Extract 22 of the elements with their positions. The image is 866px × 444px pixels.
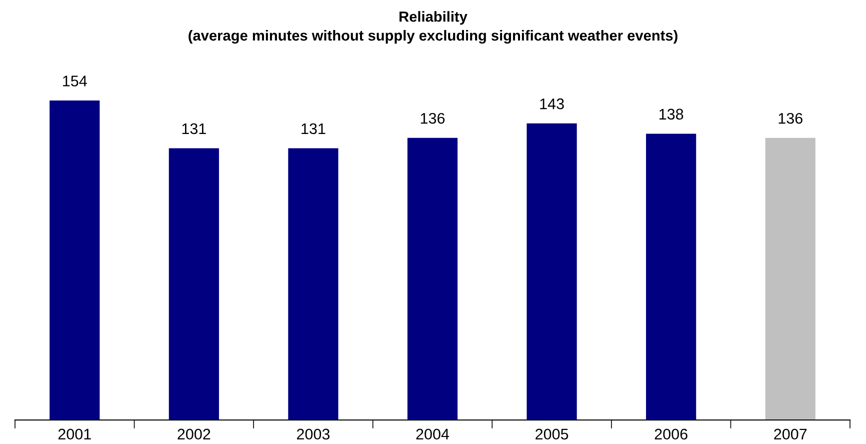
bar	[526, 123, 577, 420]
data-label: 131	[302, 123, 326, 134]
x-tick-label: 2003	[296, 428, 330, 440]
x-tick-label: 2001	[58, 428, 91, 440]
bar	[407, 138, 458, 420]
data-label: 154	[63, 76, 87, 86]
x-tick-label: 2002	[178, 428, 210, 440]
data-label: 143	[540, 98, 564, 110]
data-label: 131	[182, 123, 206, 134]
x-tick-label: 2005	[536, 428, 568, 440]
x-tick-label: 2007	[774, 428, 807, 440]
x-tick-label: 2004	[416, 428, 450, 440]
data-label: 138	[659, 108, 684, 120]
bar	[765, 138, 816, 420]
bar	[288, 148, 338, 420]
bar	[50, 100, 100, 420]
x-tick-label: 2006	[654, 428, 688, 440]
data-label: 136	[778, 112, 802, 124]
chart-title: Reliability (average minutes without supply excluding significant weather events)	[188, 11, 678, 44]
data-label: 136	[420, 112, 445, 124]
bar	[646, 134, 696, 420]
bar	[168, 148, 219, 420]
